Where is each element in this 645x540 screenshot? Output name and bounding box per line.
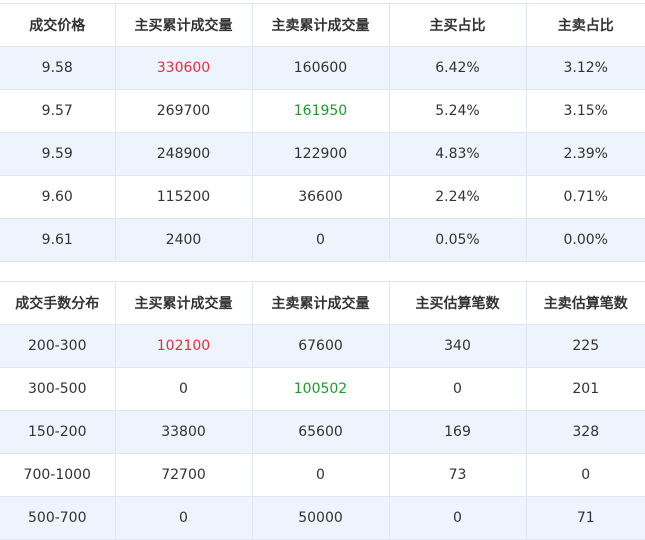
cell-price: 9.59 bbox=[0, 132, 116, 176]
cell-sell-volume: 36600 bbox=[252, 175, 390, 219]
cell-buy-ratio: 6.42% bbox=[389, 46, 527, 90]
cell-buy-count: 0 bbox=[389, 367, 527, 411]
table-row: 700-1000 72700 0 73 0 bbox=[0, 453, 645, 497]
col-header-sell-ratio[interactable]: 主卖占比 bbox=[526, 3, 645, 47]
cell-sell-volume: 67600 bbox=[252, 324, 390, 368]
lot-size-distribution-table: 成交手数分布 主买累计成交量 主卖累计成交量 主买估算笔数 主卖估算笔数 200… bbox=[0, 281, 645, 540]
col-header-price[interactable]: 成交价格 bbox=[0, 3, 116, 47]
table-header-row: 成交手数分布 主买累计成交量 主卖累计成交量 主买估算笔数 主卖估算笔数 bbox=[0, 281, 645, 325]
table-row: 9.57 269700 161950 5.24% 3.15% bbox=[0, 89, 645, 133]
cell-sell-volume: 0 bbox=[252, 453, 390, 497]
cell-sell-ratio: 3.15% bbox=[526, 89, 645, 133]
cell-buy-volume: 115200 bbox=[115, 175, 253, 219]
cell-sell-volume: 100502 bbox=[252, 367, 390, 411]
cell-price: 9.58 bbox=[0, 46, 116, 90]
cell-sell-volume: 0 bbox=[252, 218, 390, 262]
cell-buy-count: 73 bbox=[389, 453, 527, 497]
cell-buy-count: 169 bbox=[389, 410, 527, 454]
cell-sell-volume: 160600 bbox=[252, 46, 390, 90]
table-header-row: 成交价格 主买累计成交量 主卖累计成交量 主买占比 主卖占比 bbox=[0, 3, 645, 47]
cell-buy-ratio: 2.24% bbox=[389, 175, 527, 219]
table-row: 9.60 115200 36600 2.24% 0.71% bbox=[0, 175, 645, 219]
cell-sell-count: 225 bbox=[526, 324, 645, 368]
cell-buy-ratio: 5.24% bbox=[389, 89, 527, 133]
col-header-buy-volume[interactable]: 主买累计成交量 bbox=[115, 281, 253, 325]
cell-sell-ratio: 2.39% bbox=[526, 132, 645, 176]
cell-buy-volume: 72700 bbox=[115, 453, 253, 497]
col-header-sell-count[interactable]: 主卖估算笔数 bbox=[526, 281, 645, 325]
col-header-lot-range[interactable]: 成交手数分布 bbox=[0, 281, 116, 325]
cell-buy-volume: 0 bbox=[115, 367, 253, 411]
cell-sell-volume: 122900 bbox=[252, 132, 390, 176]
cell-sell-count: 0 bbox=[526, 453, 645, 497]
col-header-buy-volume[interactable]: 主买累计成交量 bbox=[115, 3, 253, 47]
cell-lot-range: 200-300 bbox=[0, 324, 116, 368]
table-row: 9.58 330600 160600 6.42% 3.12% bbox=[0, 46, 645, 90]
cell-buy-volume: 2400 bbox=[115, 218, 253, 262]
cell-price: 9.61 bbox=[0, 218, 116, 262]
table-row: 300-500 0 100502 0 201 bbox=[0, 367, 645, 411]
cell-buy-ratio: 4.83% bbox=[389, 132, 527, 176]
cell-buy-volume: 33800 bbox=[115, 410, 253, 454]
cell-sell-ratio: 0.00% bbox=[526, 218, 645, 262]
cell-lot-range: 700-1000 bbox=[0, 453, 116, 497]
cell-sell-count: 71 bbox=[526, 496, 645, 540]
col-header-sell-volume[interactable]: 主卖累计成交量 bbox=[252, 3, 390, 47]
price-distribution-table: 成交价格 主买累计成交量 主卖累计成交量 主买占比 主卖占比 9.58 3306… bbox=[0, 3, 645, 262]
cell-lot-range: 150-200 bbox=[0, 410, 116, 454]
cell-sell-count: 328 bbox=[526, 410, 645, 454]
cell-buy-volume: 0 bbox=[115, 496, 253, 540]
cell-sell-volume: 50000 bbox=[252, 496, 390, 540]
cell-lot-range: 300-500 bbox=[0, 367, 116, 411]
table-row: 9.59 248900 122900 4.83% 2.39% bbox=[0, 132, 645, 176]
cell-sell-volume: 65600 bbox=[252, 410, 390, 454]
cell-buy-volume: 330600 bbox=[115, 46, 253, 90]
col-header-sell-volume[interactable]: 主卖累计成交量 bbox=[252, 281, 390, 325]
cell-buy-volume: 269700 bbox=[115, 89, 253, 133]
cell-sell-ratio: 3.12% bbox=[526, 46, 645, 90]
cell-buy-volume: 102100 bbox=[115, 324, 253, 368]
cell-sell-volume: 161950 bbox=[252, 89, 390, 133]
table-row: 200-300 102100 67600 340 225 bbox=[0, 324, 645, 368]
col-header-buy-count[interactable]: 主买估算笔数 bbox=[389, 281, 527, 325]
cell-sell-ratio: 0.71% bbox=[526, 175, 645, 219]
cell-price: 9.60 bbox=[0, 175, 116, 219]
table-row: 9.61 2400 0 0.05% 0.00% bbox=[0, 218, 645, 262]
cell-sell-count: 201 bbox=[526, 367, 645, 411]
cell-buy-count: 0 bbox=[389, 496, 527, 540]
col-header-buy-ratio[interactable]: 主买占比 bbox=[389, 3, 527, 47]
cell-buy-ratio: 0.05% bbox=[389, 218, 527, 262]
table-row: 500-700 0 50000 0 71 bbox=[0, 496, 645, 540]
cell-buy-count: 340 bbox=[389, 324, 527, 368]
cell-lot-range: 500-700 bbox=[0, 496, 116, 540]
cell-price: 9.57 bbox=[0, 89, 116, 133]
table-row: 150-200 33800 65600 169 328 bbox=[0, 410, 645, 454]
cell-buy-volume: 248900 bbox=[115, 132, 253, 176]
